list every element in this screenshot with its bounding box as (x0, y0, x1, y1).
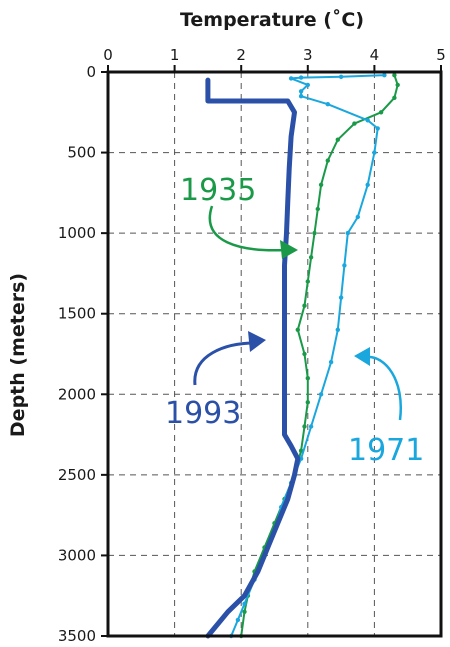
y-tick-label-1000: 1000 (58, 224, 96, 242)
data-point-1971-12 (355, 214, 360, 220)
data-point-1971-4 (305, 82, 310, 88)
arrowhead-1971 (354, 347, 370, 366)
data-point-1935-16 (305, 400, 310, 405)
series-annotations: 1935 1993 1971 (165, 173, 424, 468)
data-point-1971-27 (235, 617, 241, 623)
data-point-1971-26 (242, 601, 247, 606)
data-point-1971-5 (298, 89, 304, 94)
data-point-1935-12 (302, 303, 307, 308)
grid (108, 72, 441, 636)
data-point-1971-13 (345, 230, 350, 236)
data-point-1935-3 (378, 110, 384, 115)
x-tick-label-1: 1 (170, 46, 180, 64)
arrow-1935 (208, 205, 286, 252)
data-point-1935-14 (302, 351, 307, 357)
y-tick-label-3500: 3500 (58, 627, 96, 645)
data-point-1971-2 (298, 75, 304, 80)
data-point-1971-18 (318, 392, 324, 397)
data-point-1935-8 (315, 206, 320, 212)
data-point-1935-11 (305, 279, 310, 284)
data-point-1935-0 (392, 73, 397, 78)
x-axis-title: Temperature (˚C) (180, 8, 364, 31)
series-label-1993: 1993 (165, 396, 241, 431)
x-tick-label-0: 0 (103, 46, 113, 64)
data-point-1971-6 (298, 94, 304, 99)
data-point-1935-9 (312, 230, 317, 236)
annotation-1935: 1935 (180, 173, 298, 259)
series-lines (205, 73, 400, 639)
data-point-1971-8 (365, 118, 370, 123)
series-label-1971: 1971 (348, 433, 424, 468)
data-point-1971-15 (338, 295, 344, 300)
series-line-1993 (205, 77, 301, 639)
data-point-1935-5 (335, 137, 340, 142)
y-tick-label-2000: 2000 (58, 385, 96, 403)
data-point-1935-13 (295, 327, 300, 332)
arrow-1971 (365, 355, 403, 421)
y-tick-label-500: 500 (67, 144, 96, 162)
series-1993 (205, 77, 301, 639)
data-point-1971-14 (342, 263, 347, 268)
data-point-1935-25 (242, 609, 247, 614)
data-point-1971-11 (365, 182, 370, 187)
data-point-1971-1 (338, 74, 344, 80)
tick-labels: 0 1 2 3 4 5 0 500 1000 1500 2000 2500 3000 3500 (58, 46, 446, 645)
x-tick-label-3: 3 (303, 46, 313, 64)
data-point-1935-10 (308, 255, 314, 260)
data-point-1935-7 (318, 182, 324, 187)
annotation-1971: 1971 (348, 347, 424, 468)
arrowhead-1935 (280, 240, 298, 259)
arrowhead-1993 (248, 331, 266, 352)
data-point-1971-3 (288, 76, 294, 81)
x-tick-label-5: 5 (436, 46, 446, 64)
data-point-1935-2 (392, 95, 397, 101)
arrow-1993 (193, 341, 256, 386)
x-tick-label-2: 2 (236, 46, 246, 64)
data-point-1935-15 (305, 376, 310, 381)
data-point-1971-0 (382, 73, 387, 78)
data-point-1935-17 (302, 424, 307, 429)
data-point-1971-10 (372, 150, 377, 155)
y-tick-label-3000: 3000 (58, 546, 96, 564)
y-axis-title: Depth (meters) (7, 273, 29, 437)
series-1935 (239, 73, 400, 639)
series-label-1935: 1935 (180, 173, 256, 208)
data-point-1971-19 (308, 424, 314, 429)
data-point-1971-17 (328, 359, 334, 365)
data-point-1971-16 (335, 327, 340, 332)
x-tick-label-4: 4 (370, 46, 380, 64)
y-tick-label-1500: 1500 (58, 305, 96, 323)
annotation-1993: 1993 (165, 331, 266, 431)
data-point-1935-6 (325, 158, 330, 163)
y-tick-label-2500: 2500 (58, 466, 96, 484)
plot-frame (106, 70, 443, 638)
data-point-1935-4 (352, 121, 357, 126)
data-point-1935-1 (395, 82, 400, 88)
data-point-1971-7 (325, 102, 330, 107)
data-point-1971-9 (375, 126, 380, 131)
y-tick-label-0: 0 (86, 63, 96, 81)
